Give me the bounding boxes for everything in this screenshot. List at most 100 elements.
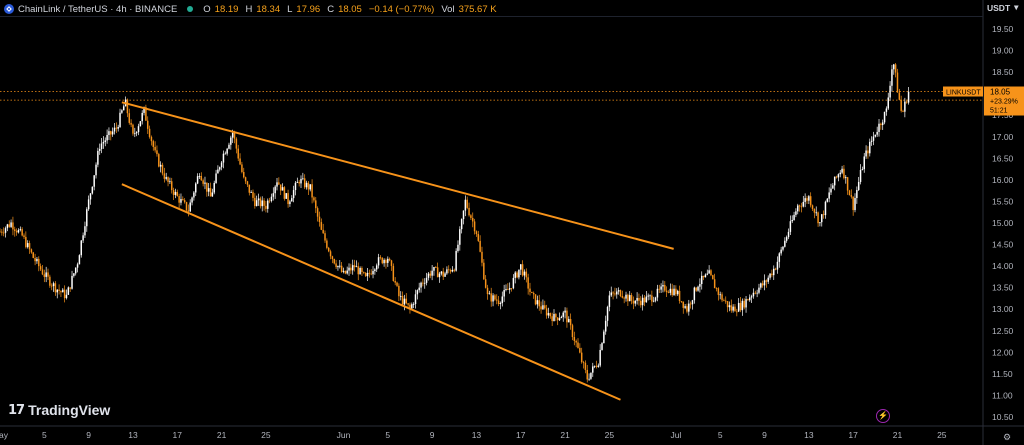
- tradingview-watermark[interactable]: 17 TradingView: [8, 402, 110, 418]
- candle-body: [732, 306, 734, 311]
- candle-body: [771, 273, 773, 276]
- candle-body: [490, 293, 492, 302]
- candle-body: [259, 198, 262, 207]
- y-tick-label: 19.00: [992, 46, 1014, 56]
- candle-body: [28, 243, 31, 250]
- candle-body: [636, 297, 638, 301]
- candle-body: [346, 270, 348, 274]
- candle-body: [91, 186, 94, 194]
- candle-body: [499, 303, 502, 305]
- candle-body: [95, 164, 97, 176]
- candle-body: [553, 313, 555, 322]
- y-tick-label: 16.00: [992, 175, 1014, 185]
- candle-body: [438, 273, 441, 278]
- candle-body: [641, 297, 644, 306]
- candle-body: [38, 258, 40, 267]
- candle-body: [320, 222, 323, 230]
- y-tick-label: 12.50: [992, 326, 1014, 336]
- candle-body: [63, 289, 66, 299]
- candle-body: [514, 272, 516, 278]
- candle-body: [861, 169, 864, 171]
- currency-selector[interactable]: USDT ▾: [987, 2, 1018, 13]
- candle-body: [630, 295, 633, 301]
- candle-body: [278, 182, 280, 185]
- candle-body: [721, 294, 723, 301]
- change-value: −0.14 (−0.77%): [368, 3, 435, 15]
- high-label: H: [245, 3, 253, 15]
- candle-body: [743, 300, 745, 308]
- x-tick-label: 9: [430, 430, 435, 440]
- candle-body: [130, 122, 132, 125]
- candle-body: [100, 143, 103, 150]
- low-value: 17.96: [296, 3, 321, 15]
- candle-body: [597, 365, 600, 367]
- candle-body: [640, 300, 642, 306]
- candle-body: [267, 200, 269, 209]
- candle-body: [645, 296, 648, 303]
- candle-body: [23, 235, 25, 237]
- candle-body: [17, 229, 20, 233]
- candle-body: [58, 289, 60, 291]
- candle-body: [340, 265, 343, 272]
- candle-body: [656, 288, 659, 298]
- candle-body: [758, 287, 760, 293]
- candle-body: [442, 271, 444, 277]
- candle-body: [832, 185, 834, 189]
- candle-body: [246, 181, 249, 185]
- candle-body: [612, 292, 614, 294]
- candle-body: [708, 270, 710, 274]
- candle-body: [363, 272, 365, 273]
- candle-body: [460, 219, 463, 230]
- candle-body: [702, 275, 705, 278]
- candle-body: [891, 69, 893, 86]
- candle-body: [25, 236, 27, 248]
- lightning-icon[interactable]: ⚡: [876, 409, 890, 423]
- candle-body: [745, 299, 747, 308]
- candle-body: [165, 177, 167, 179]
- candle-body: [305, 182, 308, 188]
- candle-body: [309, 184, 311, 190]
- x-tick-label: 13: [472, 430, 482, 440]
- candle-body: [137, 126, 140, 133]
- low-label: L: [287, 3, 293, 15]
- candle-body: [776, 261, 779, 270]
- candle-body: [540, 306, 542, 310]
- open-label: O: [203, 3, 211, 15]
- candle-body: [233, 132, 236, 139]
- candle-body: [797, 205, 799, 212]
- candle-body: [459, 229, 461, 245]
- candle-body: [643, 297, 646, 303]
- candle-body: [883, 111, 886, 123]
- candle-body: [610, 292, 612, 296]
- candle-body: [529, 288, 531, 292]
- candle-body: [876, 131, 878, 135]
- candle-body: [488, 293, 491, 295]
- candle-body: [518, 269, 520, 278]
- candle-body: [787, 231, 790, 238]
- candle-body: [381, 257, 384, 264]
- y-tick-label: 18.50: [992, 67, 1014, 77]
- candle-body: [54, 283, 57, 293]
- candle-body: [791, 220, 793, 222]
- candle-body: [243, 172, 245, 178]
- candle-body: [542, 305, 544, 310]
- symbol-title[interactable]: ChainLink / TetherUS · 4h · BINANCE: [18, 3, 178, 15]
- candle-body: [398, 285, 400, 297]
- gear-icon[interactable]: ⚙: [1003, 432, 1012, 442]
- candle-body: [60, 290, 62, 293]
- candle-body: [466, 199, 468, 208]
- candle-body: [507, 289, 509, 290]
- candle-body: [682, 301, 685, 308]
- candle-body: [536, 300, 539, 305]
- candle-body: [84, 226, 86, 236]
- candle-body: [798, 205, 801, 207]
- candle-body: [67, 287, 70, 295]
- y-tick-label: 14.50: [992, 240, 1014, 250]
- candle-body: [804, 198, 806, 202]
- candle-body: [560, 316, 563, 319]
- price-tag-change: +23.29%: [990, 99, 1018, 106]
- candle-body: [652, 300, 655, 302]
- candle-body: [739, 302, 742, 311]
- candle-body: [501, 296, 504, 304]
